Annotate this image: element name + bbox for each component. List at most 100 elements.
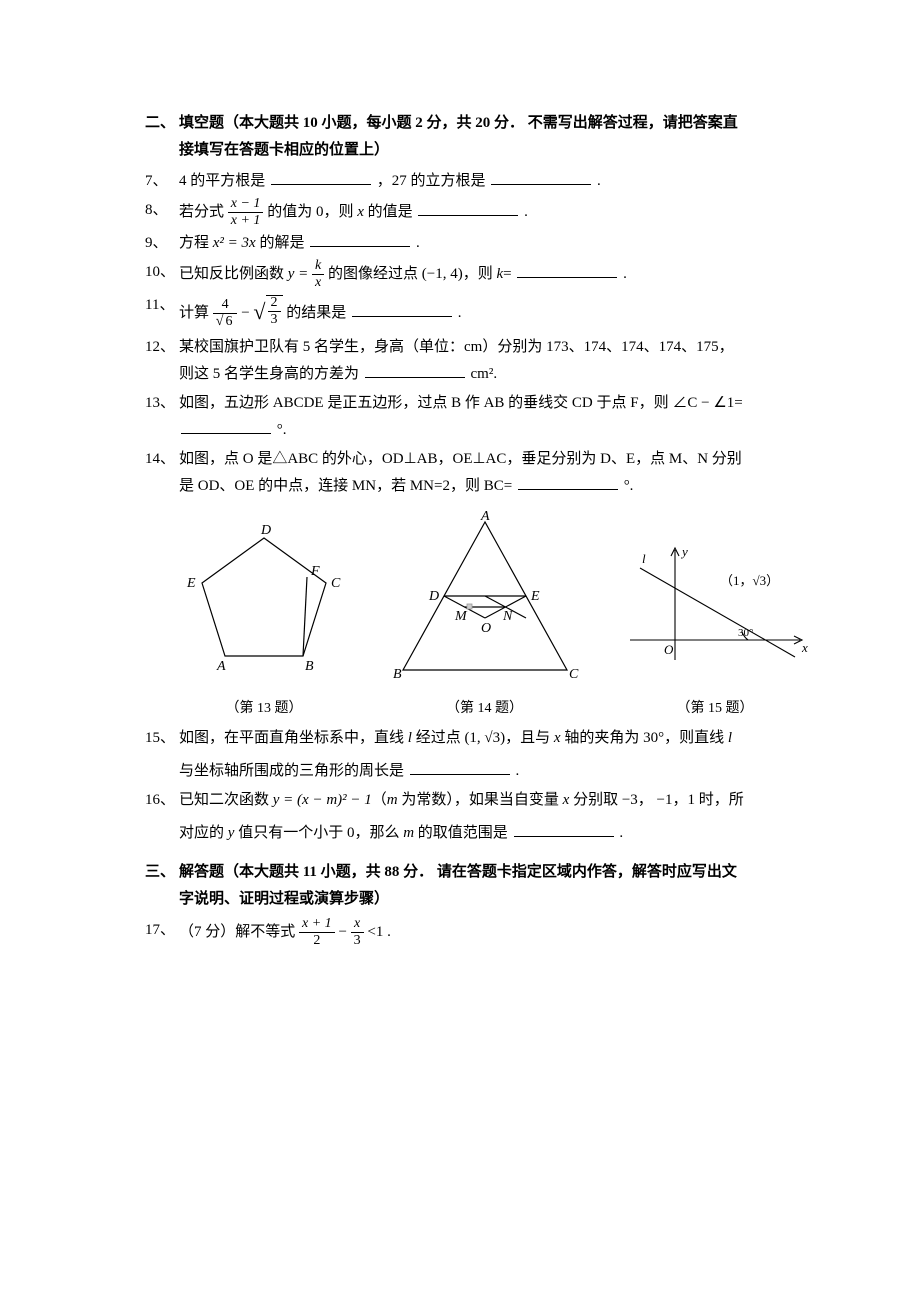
q8-body: 若分式 x − 1 x + 1 的值为 0，则 x 的值是 .: [179, 197, 810, 228]
question-11: 11、 计算 4 √6 − √ 2 3 的结果是 .: [145, 292, 810, 332]
figure-13-caption: （第 13 题）: [226, 696, 303, 721]
figure-14: A B C D E M N O （第 14 题）: [385, 510, 585, 721]
figures-row: D C F B A E （第 13 题）: [179, 510, 810, 721]
svg-text:30°: 30°: [738, 627, 753, 639]
q13-line1: 如图，五边形 ABCDE 是正五边形，过点 B 作 AB 的垂线交 CD 于点 …: [179, 390, 810, 417]
q11-minus: −: [241, 305, 253, 321]
q10-eq-left: y =: [288, 266, 309, 282]
q8-t4: .: [524, 204, 528, 220]
svg-text:M: M: [454, 609, 468, 624]
q7-blank-1: [271, 169, 371, 185]
section-3-heading: 三、 解答题（本大题共 11 小题，共 88 分． 请在答题卡指定区域内作答，解…: [145, 859, 810, 913]
q10-frac-den: x: [312, 275, 324, 290]
svg-text:A: A: [480, 510, 490, 524]
figure-14-svg: A B C D E M N O: [385, 510, 585, 690]
q14-blank: [518, 474, 618, 490]
q14-body: 如图，点 O 是△ABC 的外心，OD⊥AB，OE⊥AC，垂足分别为 D、E，点…: [179, 446, 810, 500]
q11-body: 计算 4 √6 − √ 2 3 的结果是 .: [179, 292, 810, 332]
q9-num: 9、: [145, 230, 179, 257]
q15-body: 如图，在平面直角坐标系中，直线 l 经过点 (1, √3)，且与 x 轴的夹角为…: [179, 725, 810, 785]
q15-line2: 与坐标轴所围成的三角形的周长是 .: [179, 758, 810, 785]
q15-blank: [410, 759, 510, 775]
q13-line2: °.: [179, 417, 810, 444]
figure-15-caption: （第 15 题）: [677, 696, 754, 721]
svg-text:x: x: [801, 640, 808, 655]
q9-t2: 的解是: [259, 235, 304, 251]
figure-15-svg: l y x O （1，√3） 30°: [620, 540, 810, 690]
q17-body: （7 分）解不等式 x + 1 2 − x 3 <1 .: [179, 917, 810, 948]
question-9: 9、 方程 x² = 3x 的解是 .: [145, 230, 810, 257]
svg-text:A: A: [216, 659, 226, 674]
q13-blank: [181, 418, 271, 434]
q11-t2: 的结果是: [286, 305, 346, 321]
page: 二、 填空题（本大题共 10 小题，每小题 2 分，共 20 分． 不需写出解答…: [0, 0, 920, 1302]
question-12: 12、 某校国旗护卫队有 5 名学生，身高（单位：cm）分别为 173、174、…: [145, 334, 810, 388]
q12-num: 12、: [145, 334, 179, 388]
section-2-title-line1: 填空题（本大题共 10 小题，每小题 2 分，共 20 分． 不需写出解答过程，…: [179, 115, 738, 131]
q10-t3: =: [503, 266, 511, 282]
q9-t3: .: [416, 235, 420, 251]
q9-eq: x² = 3x: [213, 235, 256, 251]
q13-num: 13、: [145, 390, 179, 444]
svg-text:D: D: [260, 523, 271, 538]
q8-t3: 的值是: [364, 204, 413, 220]
q17-fraction-2: x 3: [351, 917, 364, 948]
q10-frac-num: k: [312, 259, 324, 275]
q11-t1: 计算: [179, 305, 209, 321]
q7-body: 4 的平方根是 ，27 的立方根是 .: [179, 168, 810, 195]
q15-num: 15、: [145, 725, 179, 785]
q7-blank-2: [491, 169, 591, 185]
q16-line1: 已知二次函数 y = (x − m)² − 1（m 为常数），如果当自变量 x …: [179, 787, 810, 814]
q8-frac-num: x − 1: [228, 197, 264, 213]
q7-t3: .: [597, 173, 601, 189]
q11-num: 11、: [145, 292, 179, 332]
q12-line1: 某校国旗护卫队有 5 名学生，身高（单位：cm）分别为 173、174、174、…: [179, 334, 810, 361]
q14-num: 14、: [145, 446, 179, 500]
q12-line2: 则这 5 名学生身高的方差为 cm².: [179, 361, 810, 388]
q17-fraction-1: x + 1 2: [299, 917, 335, 948]
section-2-title-line2: 接填写在答题卡相应的位置上）: [179, 142, 389, 158]
svg-text:O: O: [664, 642, 674, 657]
q12-body: 某校国旗护卫队有 5 名学生，身高（单位：cm）分别为 173、174、174、…: [179, 334, 810, 388]
q12-blank: [365, 362, 465, 378]
svg-text:B: B: [305, 659, 314, 674]
svg-text:（1，√3）: （1，√3）: [720, 573, 779, 588]
question-17: 17、 （7 分）解不等式 x + 1 2 − x 3 <1 .: [145, 917, 810, 948]
svg-text:N: N: [502, 609, 513, 624]
q8-t1: 若分式: [179, 204, 224, 220]
figure-14-caption: （第 14 题）: [446, 696, 523, 721]
q8-blank: [418, 200, 518, 216]
section-2-heading: 二、 填空题（本大题共 10 小题，每小题 2 分，共 20 分． 不需写出解答…: [145, 110, 810, 164]
q7-t2: ，27 的立方根是: [377, 173, 486, 189]
question-10: 10、 已知反比例函数 y = k x 的图像经过点 (−1, 4)，则 k= …: [145, 259, 810, 290]
q8-frac-den: x + 1: [228, 213, 264, 228]
figure-13: D C F B A E （第 13 题）: [179, 520, 349, 721]
q14-line1: 如图，点 O 是△ABC 的外心，OD⊥AB，OE⊥AC，垂足分别为 D、E，点…: [179, 446, 810, 473]
q7-t1: 4 的平方根是: [179, 173, 265, 189]
q16-blank: [514, 821, 614, 837]
q11-t3: .: [458, 305, 462, 321]
q9-t1: 方程: [179, 235, 213, 251]
q16-num: 16、: [145, 787, 179, 847]
q17-tail: <1 .: [367, 924, 390, 940]
q14-line2: 是 OD、OE 的中点，连接 MN，若 MN=2，则 BC= °.: [179, 473, 810, 500]
q10-t4: .: [623, 266, 627, 282]
question-16: 16、 已知二次函数 y = (x − m)² − 1（m 为常数），如果当自变…: [145, 787, 810, 847]
question-13: 13、 如图，五边形 ABCDE 是正五边形，过点 B 作 AB 的垂线交 CD…: [145, 390, 810, 444]
svg-text:B: B: [393, 667, 402, 682]
svg-text:C: C: [331, 576, 341, 591]
q17-num: 17、: [145, 917, 179, 948]
svg-text:y: y: [680, 544, 688, 559]
q15-line1: 如图，在平面直角坐标系中，直线 l 经过点 (1, √3)，且与 x 轴的夹角为…: [179, 725, 810, 752]
q10-t1: 已知反比例函数: [179, 266, 288, 282]
figure-13-svg: D C F B A E: [179, 520, 349, 690]
question-8: 8、 若分式 x − 1 x + 1 的值为 0，则 x 的值是 .: [145, 197, 810, 228]
section-3-title: 解答题（本大题共 11 小题，共 88 分． 请在答题卡指定区域内作答，解答时应…: [179, 859, 810, 913]
q10-blank: [517, 262, 617, 278]
svg-text:l: l: [642, 551, 646, 566]
svg-text:O: O: [481, 621, 491, 636]
question-15: 15、 如图，在平面直角坐标系中，直线 l 经过点 (1, √3)，且与 x 轴…: [145, 725, 810, 785]
q8-num: 8、: [145, 197, 179, 228]
q10-body: 已知反比例函数 y = k x 的图像经过点 (−1, 4)，则 k= .: [179, 259, 810, 290]
q16-body: 已知二次函数 y = (x − m)² − 1（m 为常数），如果当自变量 x …: [179, 787, 810, 847]
